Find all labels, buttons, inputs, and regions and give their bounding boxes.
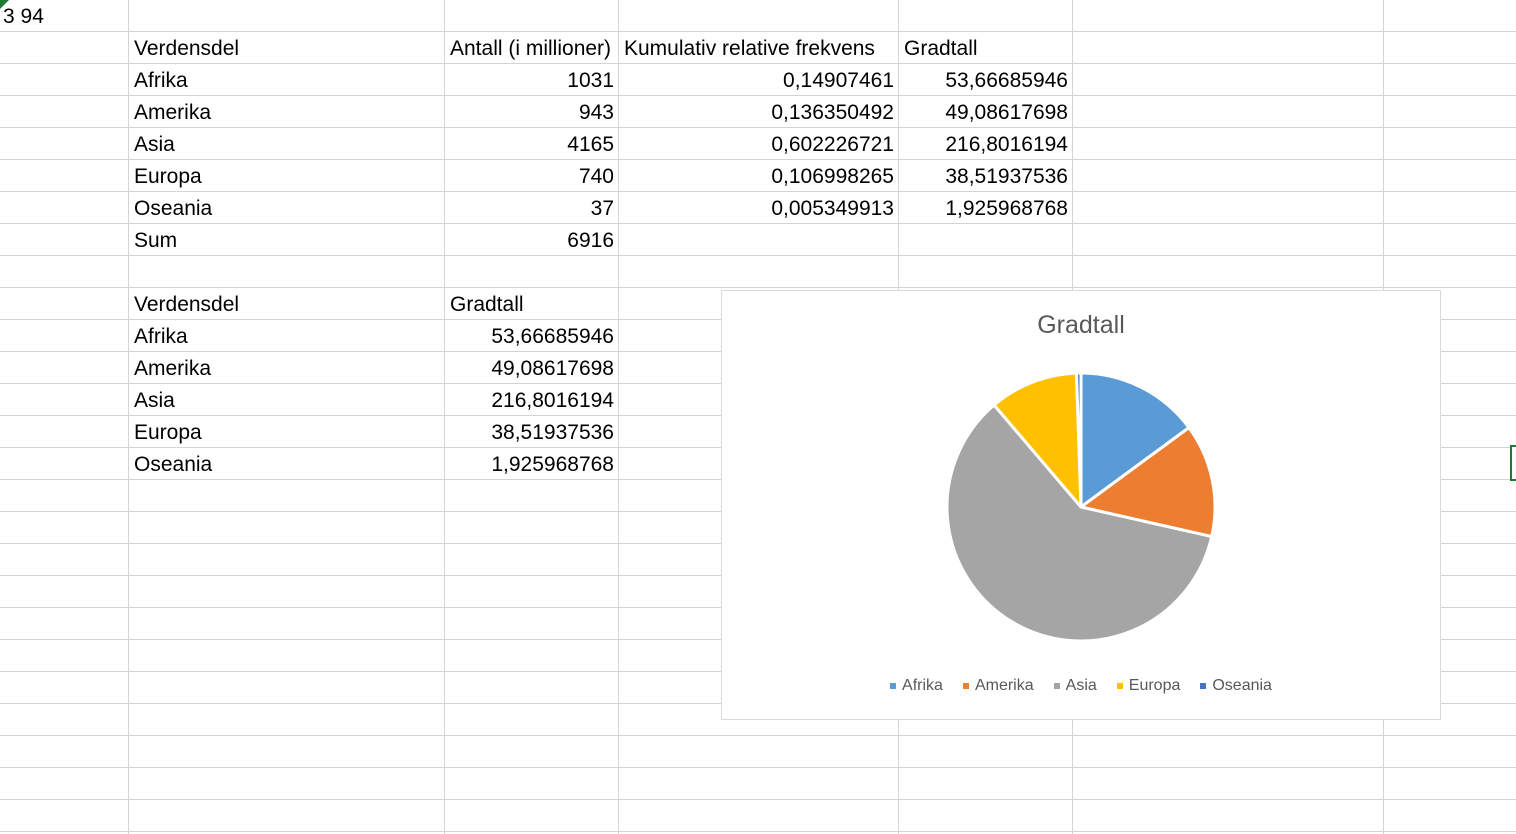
row-divider xyxy=(0,159,1516,160)
table1-row-oseania-frekvens[interactable]: 0,005349913 xyxy=(771,197,894,220)
table1-row-afrika-gradtall[interactable]: 53,66685946 xyxy=(945,69,1068,92)
legend-swatch xyxy=(1200,683,1207,689)
header-gradtall[interactable]: Gradtall xyxy=(904,37,978,60)
table1-row-oseania-antall[interactable]: 37 xyxy=(590,197,614,220)
table2-header-verdensdel[interactable]: Verdensdel xyxy=(134,293,240,316)
legend-item-asia[interactable]: Asia xyxy=(1053,677,1097,695)
table1-row-europa-antall[interactable]: 740 xyxy=(578,165,614,188)
table1-row-europa-name[interactable]: Europa xyxy=(134,165,202,188)
column-divider xyxy=(128,0,129,834)
chart-title: Gradtall xyxy=(1037,311,1125,339)
table1-sum-label[interactable]: Sum xyxy=(134,229,178,252)
pie-slice-europa[interactable] xyxy=(992,371,1083,509)
table2-row-europa-name[interactable]: Europa xyxy=(134,421,202,444)
table1-row-asia-frekvens[interactable]: 0,602226721 xyxy=(771,133,894,156)
table1-row-asia-gradtall[interactable]: 216,8016194 xyxy=(945,133,1068,156)
legend-item-afrika[interactable]: Afrika xyxy=(890,677,943,695)
legend-label: Europa xyxy=(1128,677,1181,694)
table2-row-oseania-name[interactable]: Oseania xyxy=(134,453,213,476)
pie-chart[interactable]: Gradtall Afrika Amerika Asia Europa Oseania xyxy=(721,290,1441,720)
table2-row-afrika-gradtall[interactable]: 53,66685946 xyxy=(491,325,614,348)
header-antall[interactable]: Antall (i millioner) xyxy=(450,37,612,60)
table2-row-asia-gradtall[interactable]: 216,8016194 xyxy=(491,389,614,412)
legend-swatch xyxy=(890,683,897,689)
legend-label: Asia xyxy=(1065,677,1097,694)
legend-swatch xyxy=(1116,683,1123,689)
table1-row-afrika-antall[interactable]: 1031 xyxy=(567,69,614,92)
row-divider xyxy=(0,127,1516,128)
chart-legend: Afrika Amerika Asia Europa Oseania xyxy=(722,677,1440,695)
row-divider xyxy=(0,255,1516,256)
table2-row-amerika-gradtall[interactable]: 49,08617698 xyxy=(491,357,614,380)
pie-slice-amerika[interactable] xyxy=(1079,426,1217,539)
row-divider xyxy=(0,735,1516,736)
legend-item-oseania[interactable]: Oseania xyxy=(1200,677,1272,695)
header-kumulativ-frekvens[interactable]: Kumulativ relative frekvens xyxy=(624,37,875,60)
table1-row-asia-name[interactable]: Asia xyxy=(134,133,175,156)
pie-slice-oseania[interactable] xyxy=(1074,371,1083,509)
table1-row-amerika-antall[interactable]: 943 xyxy=(578,101,614,124)
table1-row-oseania-name[interactable]: Oseania xyxy=(134,197,213,220)
table1-row-amerika-name[interactable]: Amerika xyxy=(134,101,212,124)
row-divider xyxy=(0,831,1516,832)
legend-label: Oseania xyxy=(1212,677,1272,694)
row-divider xyxy=(0,191,1516,192)
table1-row-afrika-name[interactable]: Afrika xyxy=(134,69,188,92)
column-divider xyxy=(444,0,445,834)
name-box-cell[interactable]: 3 94 xyxy=(3,5,44,28)
table2-row-amerika-name[interactable]: Amerika xyxy=(134,357,212,380)
row-divider xyxy=(0,63,1516,64)
table1-row-amerika-gradtall[interactable]: 49,08617698 xyxy=(945,101,1068,124)
row-divider xyxy=(0,31,1516,32)
legend-swatch xyxy=(1053,683,1060,689)
row-divider xyxy=(0,287,1516,288)
table1-row-europa-gradtall[interactable]: 38,51937536 xyxy=(945,165,1068,188)
pie-slice-asia[interactable] xyxy=(945,403,1214,643)
table1-row-amerika-frekvens[interactable]: 0,136350492 xyxy=(771,101,894,124)
row-divider xyxy=(0,95,1516,96)
table1-row-afrika-frekvens[interactable]: 0,14907461 xyxy=(783,69,894,92)
legend-label: Afrika xyxy=(902,677,943,694)
legend-item-amerika[interactable]: Amerika xyxy=(962,677,1034,695)
legend-label: Amerika xyxy=(974,677,1034,694)
table1-row-europa-frekvens[interactable]: 0,106998265 xyxy=(771,165,894,188)
row-divider xyxy=(0,799,1516,800)
table1-row-oseania-gradtall[interactable]: 1,925968768 xyxy=(945,197,1068,220)
header-verdensdel[interactable]: Verdensdel xyxy=(134,37,240,60)
cell-selection-marker xyxy=(0,0,9,9)
selection-edge-marker xyxy=(1510,445,1516,481)
table2-row-asia-name[interactable]: Asia xyxy=(134,389,175,412)
column-divider xyxy=(618,0,619,834)
table1-sum-value[interactable]: 6916 xyxy=(567,229,614,252)
row-divider xyxy=(0,223,1516,224)
table2-row-europa-gradtall[interactable]: 38,51937536 xyxy=(491,421,614,444)
legend-item-europa[interactable]: Europa xyxy=(1116,677,1181,695)
table2-header-gradtall[interactable]: Gradtall xyxy=(450,293,524,316)
table1-row-asia-antall[interactable]: 4165 xyxy=(567,133,614,156)
legend-swatch xyxy=(962,683,969,689)
pie-chart-plot xyxy=(945,371,1217,643)
table2-row-oseania-gradtall[interactable]: 1,925968768 xyxy=(491,453,614,476)
table2-row-afrika-name[interactable]: Afrika xyxy=(134,325,188,348)
pie-slice-afrika[interactable] xyxy=(1079,371,1191,509)
row-divider xyxy=(0,767,1516,768)
